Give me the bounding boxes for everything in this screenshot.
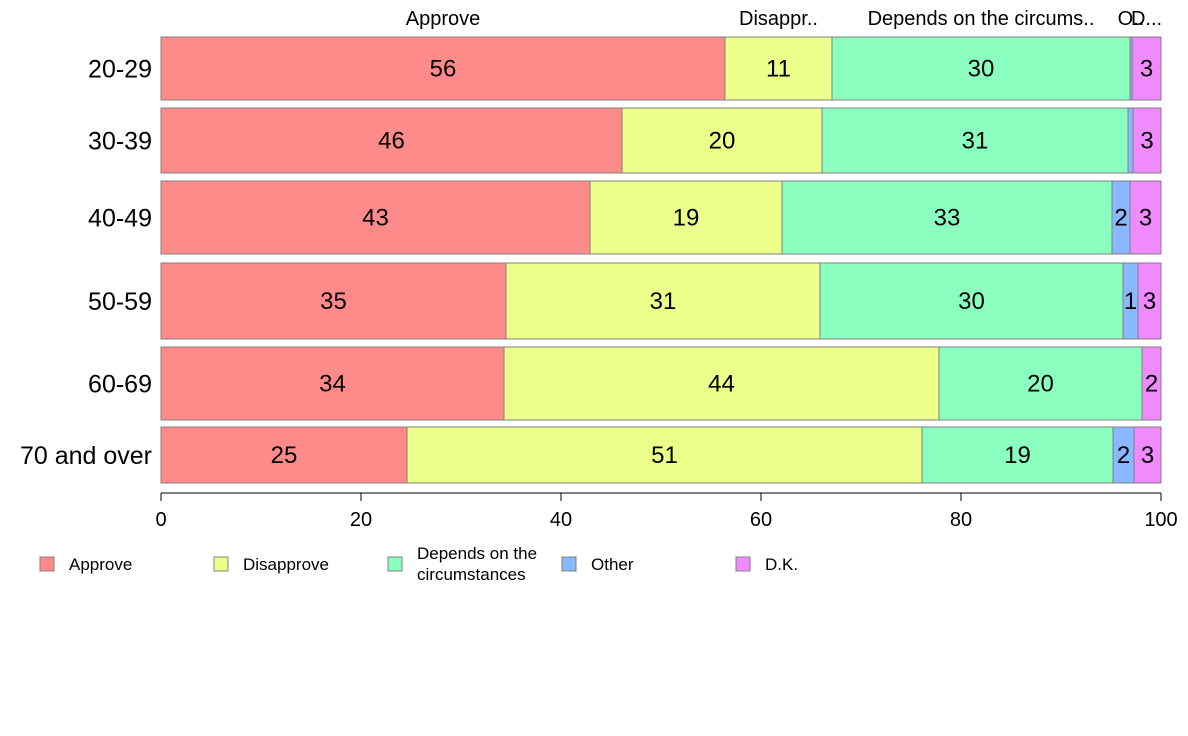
legend-swatch-4 [735, 556, 751, 572]
bar-segment-0-1 [160, 107, 623, 174]
top-category-labels: Approve Disappr.. Depends on the circums..… [406, 8, 1162, 30]
bar-segment-3-1 [1127, 107, 1134, 174]
x-tick-label-1: 20 [350, 509, 372, 531]
legend-label-3: Other [591, 555, 634, 574]
bar-segment-2-5 [921, 426, 1114, 484]
bar-segment-2-4 [938, 346, 1143, 421]
bar-segment-0-4 [160, 346, 505, 421]
top-label-0: Approve [406, 8, 481, 30]
data-label-3-5: 2 [1117, 442, 1130, 469]
row-label-5: 70 and over [20, 442, 152, 470]
bar-segment-0-5 [160, 426, 408, 484]
data-label-4-1: 3 [1140, 128, 1153, 155]
row-label-3: 50-59 [88, 288, 152, 316]
row-labels: 20-29 30-39 40-49 50-59 60-69 70 and over [20, 56, 152, 471]
data-label-1-1: 20 [709, 128, 736, 155]
x-tick-label-0: 0 [155, 509, 166, 531]
bar-segment-0-2 [160, 180, 591, 255]
bar-segment-0-3 [160, 262, 507, 340]
data-label-2-5: 19 [1004, 442, 1031, 469]
row-label-1: 30-39 [88, 128, 152, 156]
x-axis: 0 20 40 60 80 100 [155, 492, 1178, 531]
bar-segment-2-3 [819, 262, 1124, 340]
data-label-3-3: 1 [1124, 288, 1137, 315]
bar-segment-1-4 [503, 346, 940, 421]
bar-segment-1-5 [406, 426, 923, 484]
top-label-2: Depends on the circums.. [868, 8, 1095, 30]
x-tick-label-4: 80 [950, 509, 972, 531]
legend-label-2-line-0: Depends on the [417, 544, 537, 563]
data-label-0-1: 46 [378, 128, 405, 155]
data-label-4-2: 3 [1139, 205, 1152, 232]
data-label-2-3: 30 [958, 288, 985, 315]
data-label-4-0: 3 [1140, 56, 1153, 83]
top-label-4: D... [1131, 8, 1162, 30]
legend-label-4: D.K. [765, 555, 798, 574]
data-label-2-1: 31 [962, 128, 989, 155]
data-label-1-4: 44 [708, 371, 735, 398]
data-label-0-0: 56 [430, 56, 457, 83]
bar-segment-4-5 [1133, 426, 1162, 484]
bar-segment-2-2 [781, 180, 1113, 255]
bar-segment-1-2 [589, 180, 783, 255]
legend-swatch-1 [213, 556, 229, 572]
bar-segment-4-2 [1129, 180, 1162, 255]
legend-swatch-0 [39, 556, 55, 572]
row-label-0: 20-29 [88, 56, 152, 84]
legend-swatch-3 [561, 556, 577, 572]
data-label-3-2: 2 [1114, 205, 1127, 232]
legend-label-0: Approve [69, 555, 132, 574]
row-label-4: 60-69 [88, 371, 152, 399]
data-label-0-2: 43 [362, 205, 389, 232]
bar-segment-4-4 [1141, 346, 1162, 421]
data-label-2-2: 33 [934, 205, 961, 232]
bars-area: 56 11 30 346 20 31 343 19 33 2 335 31 30 1 334 44 20 225 5… [160, 36, 1162, 484]
data-label-1-5: 51 [651, 442, 678, 469]
data-label-4-4: 2 [1145, 371, 1158, 398]
x-tick-label-3: 60 [750, 509, 772, 531]
bar-segment-1-0 [724, 36, 833, 101]
top-label-3: O.. [1118, 8, 1145, 30]
x-tick-label-2: 40 [550, 509, 572, 531]
legend: Approve Disapprove Depends on the circumsta… [39, 544, 798, 584]
legend-label-2-line-1: circumstances [417, 565, 526, 584]
data-label-0-5: 25 [271, 442, 298, 469]
data-label-1-3: 31 [650, 288, 677, 315]
data-label-4-5: 3 [1141, 442, 1154, 469]
bar-segment-4-1 [1132, 107, 1162, 174]
data-label-1-2: 19 [673, 205, 700, 232]
data-label-2-4: 20 [1027, 371, 1054, 398]
bar-segment-4-0 [1131, 36, 1162, 101]
data-label-1-0: 11 [766, 56, 791, 83]
top-label-1: Disappr.. [739, 8, 818, 30]
data-label-4-3: 3 [1143, 288, 1156, 315]
bar-segment-2-1 [821, 107, 1129, 174]
legend-label-1: Disapprove [243, 555, 329, 574]
x-tick-label-5: 100 [1144, 509, 1177, 531]
bar-segment-1-1 [621, 107, 823, 174]
data-label-0-3: 35 [320, 288, 347, 315]
data-label-0-4: 34 [319, 371, 346, 398]
bar-segment-1-3 [505, 262, 821, 340]
bar-segment-4-3 [1137, 262, 1162, 340]
legend-swatch-2 [387, 556, 403, 572]
row-label-2: 40-49 [88, 205, 152, 233]
data-label-2-0: 30 [968, 56, 995, 83]
